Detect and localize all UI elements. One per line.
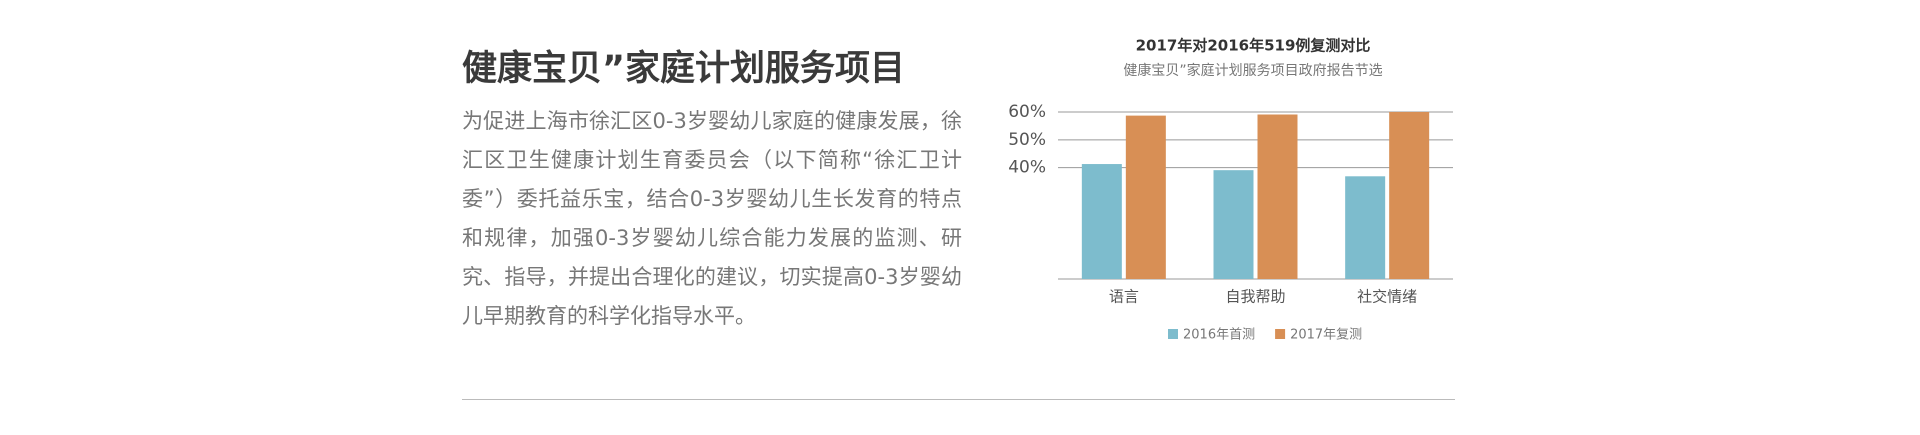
bar (1257, 114, 1298, 279)
bar (1125, 115, 1166, 279)
x-tick-label: 社交情绪 (1357, 288, 1417, 306)
y-tick-label: 50% (1008, 130, 1046, 150)
y-tick-label: 60% (1008, 102, 1046, 122)
article-title: 健康宝贝”家庭计划服务项目 (462, 49, 906, 89)
bar (1345, 176, 1386, 279)
bar (1213, 170, 1254, 279)
x-tick-label: 语言 (1109, 288, 1139, 306)
legend-swatch (1168, 329, 1178, 339)
article-body: 为促进上海市徐汇区0-3岁婴幼儿家庭的健康发展，徐汇区卫生健康计划生育委员会（以… (462, 109, 962, 328)
legend-swatch (1275, 329, 1286, 339)
legend-label: 2017年复测 (1290, 328, 1362, 343)
divider (462, 399, 1455, 400)
bar (1081, 164, 1122, 279)
y-tick-label: 40% (1008, 158, 1046, 178)
chart-title: 2017年对2016年519例复测对比 (1136, 37, 1371, 55)
legend-label: 2016年首测 (1183, 328, 1255, 343)
x-tick-label: 自我帮助 (1225, 288, 1285, 306)
bar (1389, 112, 1430, 279)
chart-subtitle: 健康宝贝”家庭计划服务项目政府报告节选 (1123, 62, 1382, 79)
